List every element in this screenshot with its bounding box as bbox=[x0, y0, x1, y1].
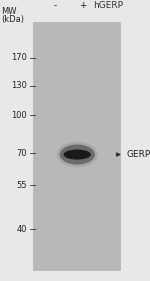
Text: 55: 55 bbox=[16, 181, 27, 190]
Text: (kDa): (kDa) bbox=[2, 15, 24, 24]
Text: 70: 70 bbox=[16, 149, 27, 158]
Text: MW: MW bbox=[2, 7, 17, 16]
Text: -: - bbox=[54, 1, 57, 10]
Bar bbox=[33, 22, 120, 270]
Ellipse shape bbox=[60, 144, 95, 165]
Text: 130: 130 bbox=[11, 81, 27, 90]
Text: GERP: GERP bbox=[127, 150, 150, 159]
Text: hGERP: hGERP bbox=[93, 1, 123, 10]
Text: 100: 100 bbox=[11, 111, 27, 120]
Text: +: + bbox=[79, 1, 86, 10]
Text: 170: 170 bbox=[11, 53, 27, 62]
Ellipse shape bbox=[57, 142, 98, 167]
Ellipse shape bbox=[64, 149, 91, 160]
Text: 40: 40 bbox=[16, 225, 27, 234]
